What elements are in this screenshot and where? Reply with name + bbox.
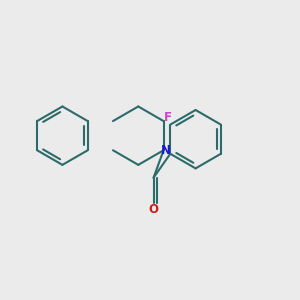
Text: F: F (164, 111, 172, 124)
Text: O: O (148, 203, 159, 216)
Text: N: N (161, 144, 171, 157)
